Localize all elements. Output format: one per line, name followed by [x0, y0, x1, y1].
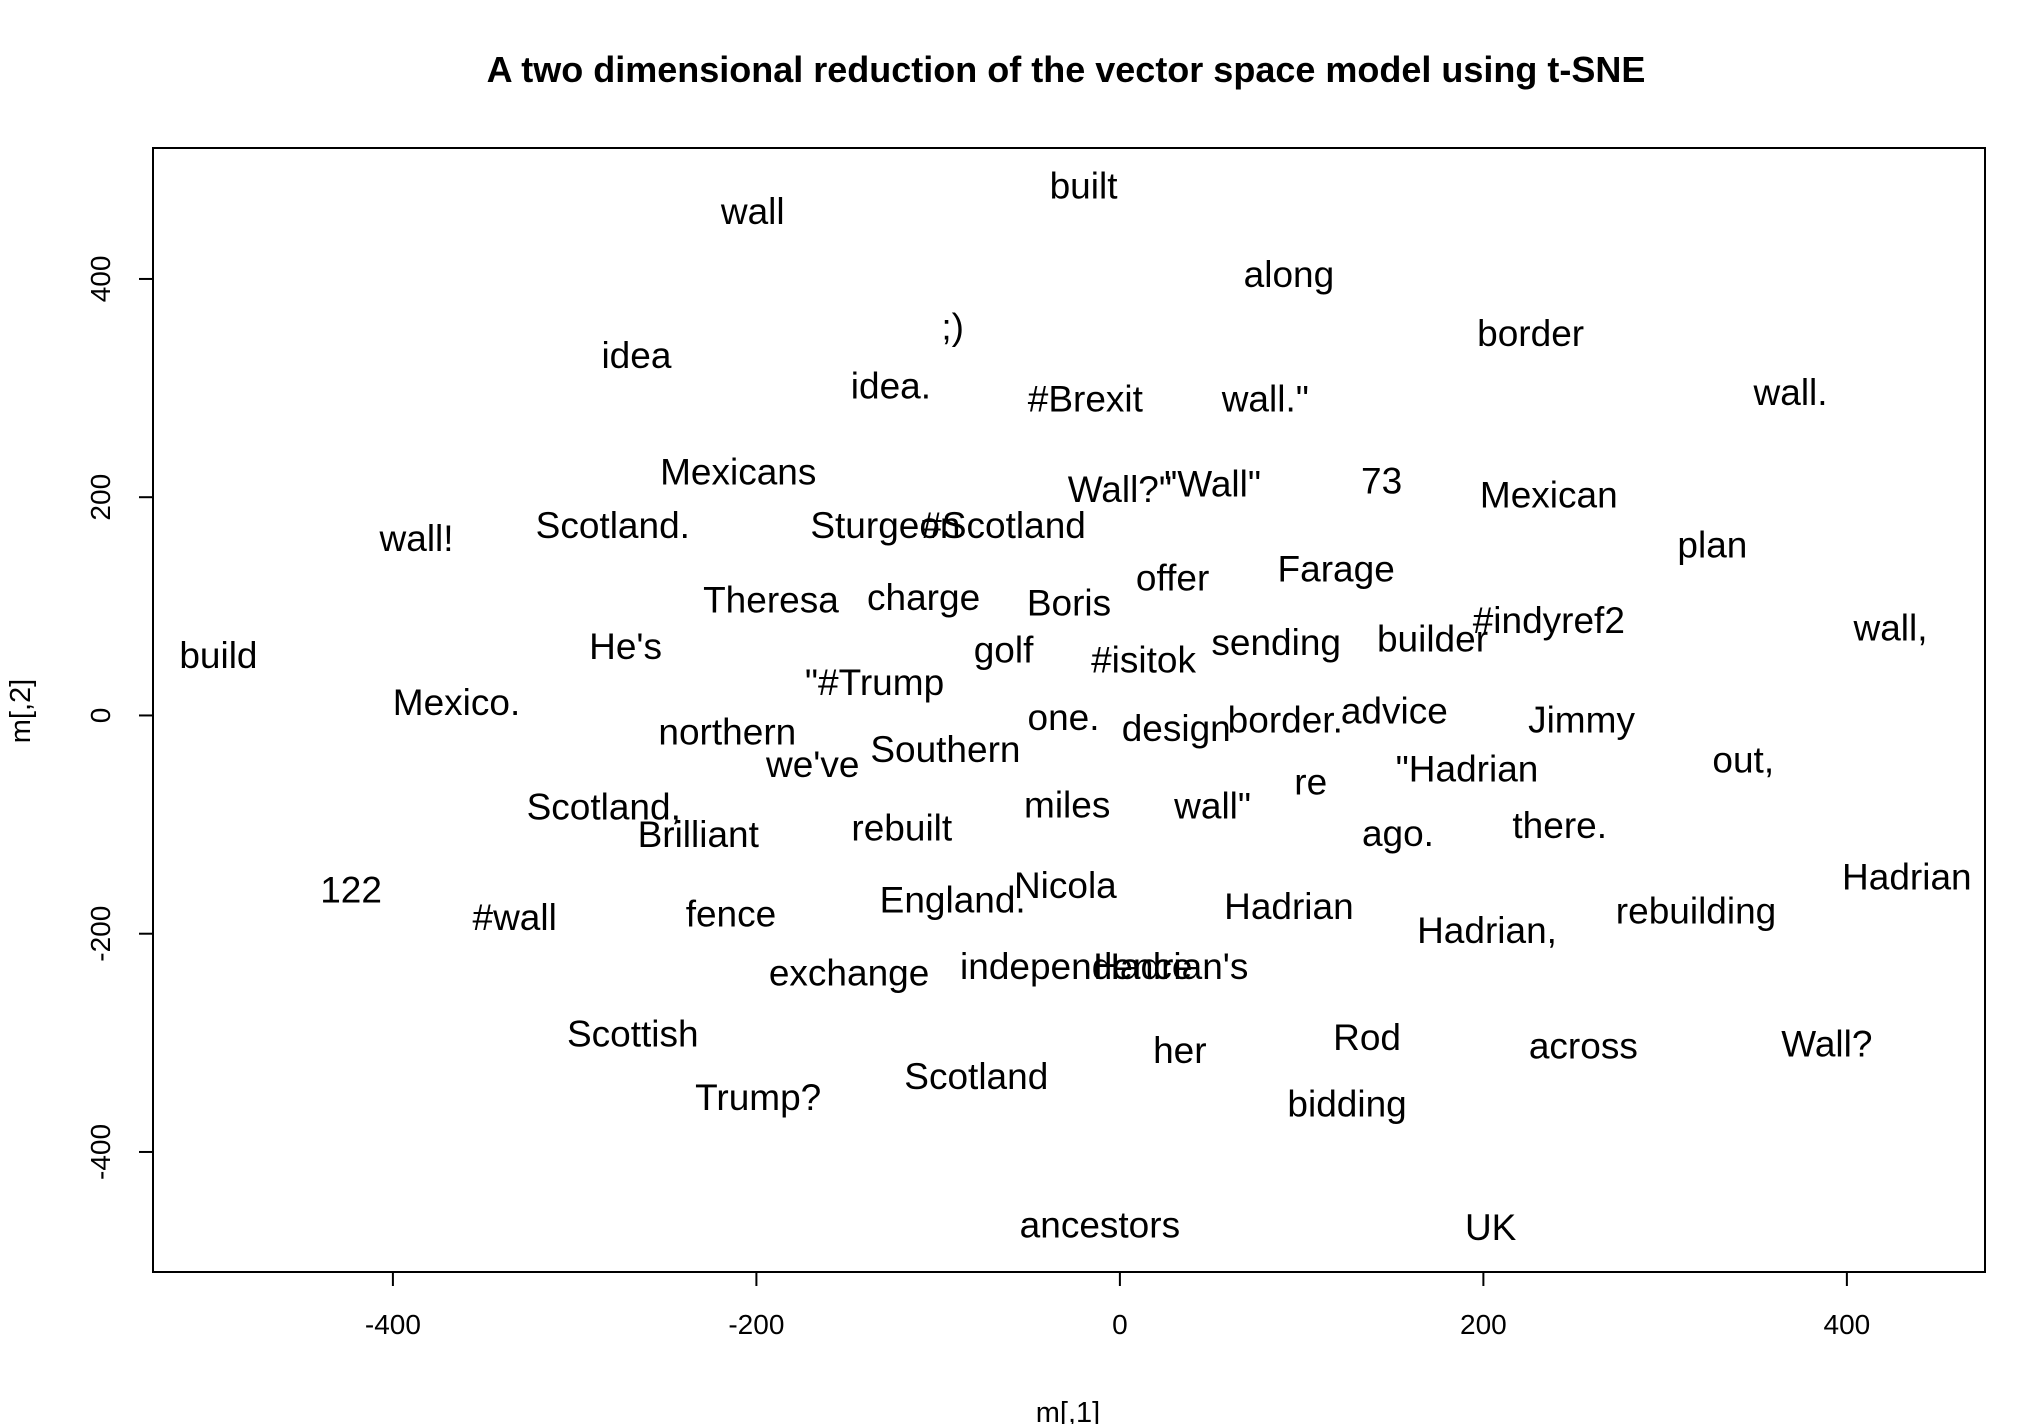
point-label: England.	[880, 879, 1026, 920]
x-tick-label: 400	[1824, 1309, 1871, 1340]
x-axis: -400 -200 0 200 400	[365, 1271, 1871, 1340]
point-label: Nicola	[1014, 865, 1117, 906]
point-label: border.	[1228, 699, 1343, 740]
point-label: exchange	[769, 952, 929, 993]
point-label: Boris	[1027, 583, 1111, 624]
point-label: Mexicans	[660, 452, 816, 493]
point-label: golf	[974, 629, 1034, 670]
point-label: idea.	[851, 365, 931, 406]
x-tick-label: -200	[728, 1309, 784, 1340]
point-label: wall"	[1173, 786, 1251, 827]
point-label: Scotland	[904, 1056, 1048, 1097]
point-label: #Scotland	[921, 505, 1086, 546]
point-label: He's	[589, 626, 662, 667]
point-label: ago.	[1362, 813, 1434, 854]
point-label: Trump?	[695, 1077, 821, 1118]
point-label: plan	[1677, 525, 1747, 566]
chart-title: A two dimensional reduction of the vecto…	[487, 49, 1646, 90]
point-label: Hadrian,	[1417, 910, 1557, 951]
point-label: advice	[1341, 691, 1448, 732]
point-label: Farage	[1278, 549, 1395, 590]
point-label: builder	[1377, 619, 1488, 660]
point-label: border	[1477, 313, 1584, 354]
point-label: built	[1050, 166, 1119, 207]
point-label: Hadrian	[1224, 886, 1354, 927]
point-label: Scottish	[567, 1014, 699, 1055]
point-label: 73	[1361, 460, 1402, 501]
point-label: wall!	[379, 518, 454, 559]
point-label: Scotland.	[536, 505, 690, 546]
point-label: #isitok	[1091, 639, 1196, 680]
point-label: 122	[320, 870, 382, 911]
point-label: Hadrian's	[1093, 946, 1248, 987]
point-label: offer	[1136, 557, 1209, 598]
point-label: "Hadrian	[1396, 748, 1539, 789]
point-label: miles	[1024, 784, 1110, 825]
x-tick-label: -400	[365, 1309, 421, 1340]
point-label: Southern	[870, 729, 1020, 770]
y-axis: -400 -200 0 200 400	[85, 256, 154, 1180]
point-label: wall,	[1852, 608, 1927, 649]
point-label: ;)	[941, 306, 964, 347]
point-label: rebuilding	[1616, 890, 1776, 931]
point-label: UK	[1465, 1207, 1517, 1248]
point-label: along	[1244, 254, 1335, 295]
point-label: build	[179, 635, 257, 676]
point-label: independence	[960, 946, 1193, 987]
x-tick-label: 200	[1460, 1309, 1507, 1340]
point-label: fence	[686, 894, 777, 935]
x-axis-label: m[,1]	[1036, 1397, 1100, 1424]
point-label: we've	[765, 744, 859, 785]
point-label: idea	[601, 335, 671, 376]
point-label: there.	[1512, 805, 1607, 846]
y-tick-label: 200	[85, 474, 116, 521]
y-tick-label: 0	[85, 708, 116, 724]
point-label: northern	[658, 711, 796, 752]
point-label: design	[1122, 708, 1231, 749]
point-label: Theresa	[703, 579, 839, 620]
point-label: sending	[1211, 622, 1341, 663]
point-label: wall.	[1753, 372, 1828, 413]
point-label: #Brexit	[1028, 378, 1144, 419]
y-tick-label: -400	[85, 1124, 116, 1180]
point-label: Brilliant	[638, 814, 760, 855]
point-label: Mexico.	[393, 682, 520, 723]
point-label: Wall?	[1781, 1023, 1872, 1064]
point-label: her	[1153, 1030, 1206, 1071]
point-label: one.	[1028, 697, 1100, 738]
point-label: "Wall"	[1164, 464, 1261, 505]
point-label: Jimmy	[1528, 699, 1635, 740]
point-label: "#Trump	[805, 662, 944, 703]
point-label: Hadrian	[1842, 856, 1972, 897]
point-label: #indyref2	[1473, 600, 1625, 641]
point-label: Mexican	[1480, 475, 1618, 516]
y-axis-label: m[,2]	[5, 679, 37, 743]
point-label: #wall	[473, 897, 557, 938]
point-label: Rod	[1333, 1017, 1401, 1058]
point-label: rebuilt	[851, 807, 952, 848]
point-label: re	[1294, 762, 1327, 803]
point-label: Wall?"	[1068, 469, 1172, 510]
x-tick-label: 0	[1112, 1309, 1128, 1340]
point-label: out,	[1712, 740, 1774, 781]
point-label: across	[1529, 1026, 1638, 1067]
y-tick-label: 400	[85, 256, 116, 303]
y-tick-label: -200	[85, 906, 116, 962]
word-points: built wall along;) border idea idea. #Brexit wa…	[179, 166, 1971, 1248]
point-label: Sturgeon	[810, 505, 960, 546]
point-label: wall	[720, 191, 785, 232]
point-label: wall."	[1221, 378, 1309, 419]
point-label: ancestors	[1020, 1205, 1180, 1246]
point-label: Scotland,	[527, 787, 681, 828]
point-label: charge	[867, 577, 980, 618]
point-label: bidding	[1287, 1083, 1406, 1124]
